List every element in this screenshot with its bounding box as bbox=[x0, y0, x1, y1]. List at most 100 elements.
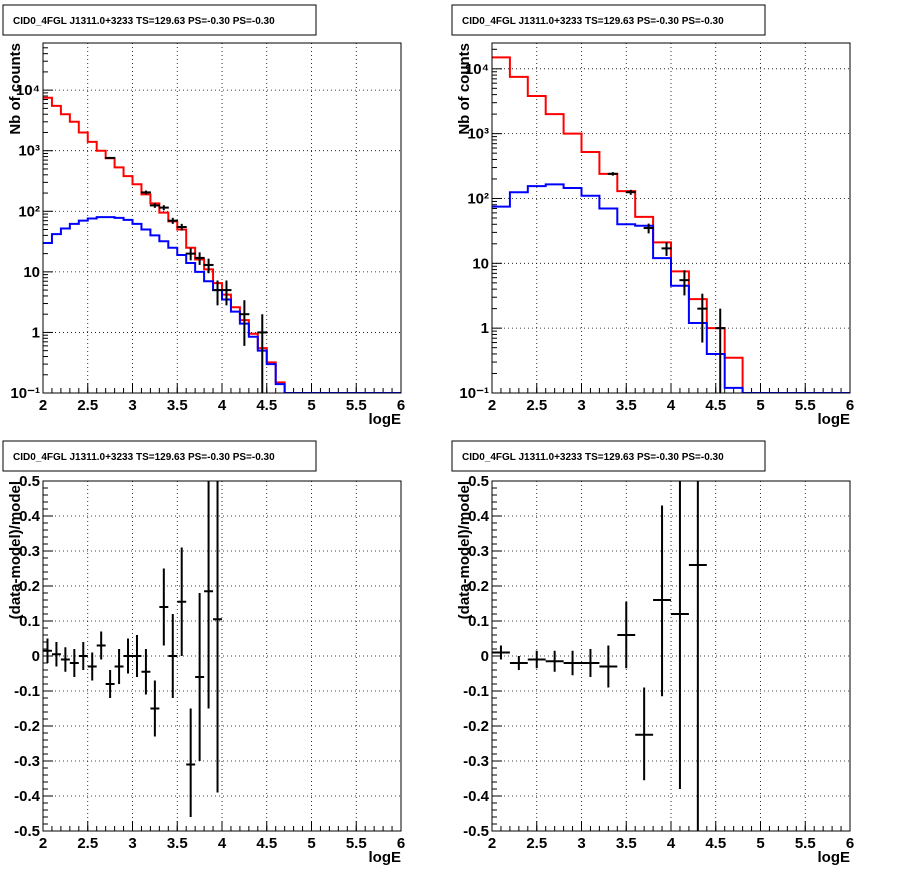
y-tick-label: -0.3 bbox=[14, 753, 40, 770]
y-tick-label: 1 bbox=[32, 324, 40, 341]
y-tick-label: -0.4 bbox=[463, 788, 490, 805]
x-tick-label: 4 bbox=[218, 835, 227, 852]
plot-data bbox=[43, 96, 401, 393]
chart-title: CID0_4FGL J1311.0+3233 TS=129.63 PS=-0.3… bbox=[13, 452, 275, 463]
y-tick-label: -0.1 bbox=[463, 683, 489, 700]
model-total-step-line bbox=[43, 96, 401, 393]
y-tick-label: 0.1 bbox=[19, 613, 40, 630]
x-axis-title: logE bbox=[369, 411, 402, 428]
x-tick-label: 3.5 bbox=[616, 835, 637, 852]
x-tick-label: 6 bbox=[846, 397, 854, 414]
chart-title: CID0_4FGL J1311.0+3233 TS=129.63 PS=-0.3… bbox=[462, 16, 724, 27]
x-tick-label: 6 bbox=[397, 835, 405, 852]
x-tick-label: 5.5 bbox=[346, 397, 367, 414]
y-tick-label: 0 bbox=[481, 648, 489, 665]
model-total-step-line bbox=[492, 56, 850, 393]
plot-data bbox=[492, 481, 707, 831]
y-tick-label: -0.1 bbox=[14, 683, 40, 700]
chart-title: CID0_4FGL J1311.0+3233 TS=129.63 PS=-0.3… bbox=[13, 16, 275, 27]
y-tick-label: -0.5 bbox=[463, 823, 489, 840]
y-tick-label: 0.5 bbox=[19, 473, 40, 490]
x-tick-label: 4 bbox=[218, 397, 227, 414]
chart-panel-3: CID0_4FGL J1311.0+3233 TS=129.63 PS=-0.3… bbox=[2, 440, 405, 866]
y-tick-label: 0.3 bbox=[19, 543, 40, 560]
x-axis-title: logE bbox=[818, 411, 851, 428]
x-tick-label: 3.5 bbox=[616, 397, 637, 414]
y-tick-label: -0.5 bbox=[14, 823, 40, 840]
x-tick-label: 2 bbox=[488, 397, 496, 414]
x-tick-label: 5 bbox=[307, 835, 315, 852]
y-tick-label: 1 bbox=[481, 320, 489, 337]
y-tick-label: -0.4 bbox=[14, 788, 41, 805]
y-tick-label: 10⁴ bbox=[465, 61, 489, 78]
y-tick-label: 0.4 bbox=[19, 508, 41, 525]
x-tick-label: 5 bbox=[756, 835, 764, 852]
y-tick-label: 10 bbox=[472, 255, 489, 272]
model-source-step-line bbox=[43, 216, 401, 393]
x-tick-label: 2.5 bbox=[77, 835, 98, 852]
x-tick-label: 4.5 bbox=[705, 835, 726, 852]
plot-frame bbox=[42, 42, 402, 394]
plot-frame bbox=[42, 480, 402, 832]
chart-panel-1: CID0_4FGL J1311.0+3233 TS=129.63 PS=-0.3… bbox=[2, 4, 405, 428]
x-tick-label: 2.5 bbox=[526, 397, 547, 414]
chart-title-box bbox=[451, 4, 766, 36]
x-tick-label: 4.5 bbox=[256, 397, 277, 414]
y-tick-label: 10³ bbox=[467, 126, 489, 143]
y-tick-label: 0.1 bbox=[468, 613, 489, 630]
x-tick-label: 3 bbox=[128, 397, 136, 414]
plot-frame bbox=[491, 480, 851, 832]
x-tick-label: 2 bbox=[488, 835, 496, 852]
x-tick-label: 4 bbox=[667, 835, 676, 852]
chart-title-box bbox=[2, 440, 317, 472]
x-tick-label: 5 bbox=[307, 397, 315, 414]
y-tick-label: 0.2 bbox=[468, 578, 489, 595]
y-tick-label: 10 bbox=[23, 264, 40, 281]
y-tick-label: 10⁻¹ bbox=[459, 385, 489, 402]
chart-title-box bbox=[451, 440, 766, 472]
x-tick-label: 2 bbox=[39, 835, 47, 852]
y-tick-label: -0.3 bbox=[463, 753, 489, 770]
y-tick-label: -0.2 bbox=[463, 718, 489, 735]
y-tick-label: 10² bbox=[18, 203, 40, 220]
x-tick-label: 3 bbox=[577, 835, 585, 852]
y-axis-title: Nb of counts bbox=[7, 43, 24, 135]
y-tick-label: -0.2 bbox=[14, 718, 40, 735]
x-tick-label: 3 bbox=[577, 397, 585, 414]
model-source-step-line bbox=[492, 183, 850, 393]
x-tick-label: 5.5 bbox=[795, 397, 816, 414]
plot-data bbox=[43, 481, 222, 817]
y-tick-label: 0 bbox=[32, 648, 40, 665]
chart-title-box bbox=[2, 4, 317, 36]
x-tick-label: 4 bbox=[667, 397, 676, 414]
x-axis-title: logE bbox=[369, 849, 402, 866]
y-tick-label: 10⁻¹ bbox=[10, 385, 40, 402]
chart-panel-4: CID0_4FGL J1311.0+3233 TS=129.63 PS=-0.3… bbox=[451, 440, 854, 866]
y-tick-label: 10² bbox=[467, 190, 489, 207]
x-tick-label: 2.5 bbox=[77, 397, 98, 414]
x-tick-label: 3.5 bbox=[167, 835, 188, 852]
y-axis-title: (data-model)/model bbox=[7, 481, 24, 619]
chart-title: CID0_4FGL J1311.0+3233 TS=129.63 PS=-0.3… bbox=[462, 452, 724, 463]
x-tick-label: 5.5 bbox=[346, 835, 367, 852]
y-tick-label: 0.3 bbox=[468, 543, 489, 560]
y-tick-label: 10⁴ bbox=[16, 82, 40, 99]
plot-data bbox=[492, 56, 850, 393]
y-tick-label: 0.4 bbox=[468, 508, 490, 525]
x-tick-label: 4.5 bbox=[256, 835, 277, 852]
x-tick-label: 3 bbox=[128, 835, 136, 852]
x-tick-label: 4.5 bbox=[705, 397, 726, 414]
y-tick-label: 10³ bbox=[18, 143, 40, 160]
y-axis-title: (data-model)/model bbox=[456, 481, 473, 619]
y-tick-label: 0.5 bbox=[468, 473, 489, 490]
x-tick-label: 5 bbox=[756, 397, 764, 414]
x-tick-label: 2 bbox=[39, 397, 47, 414]
plot-frame bbox=[491, 42, 851, 394]
x-tick-label: 6 bbox=[846, 835, 854, 852]
chart-panel-2: CID0_4FGL J1311.0+3233 TS=129.63 PS=-0.3… bbox=[451, 4, 854, 428]
x-axis-title: logE bbox=[818, 849, 851, 866]
x-tick-label: 3.5 bbox=[167, 397, 188, 414]
y-tick-label: 0.2 bbox=[19, 578, 40, 595]
x-tick-label: 2.5 bbox=[526, 835, 547, 852]
